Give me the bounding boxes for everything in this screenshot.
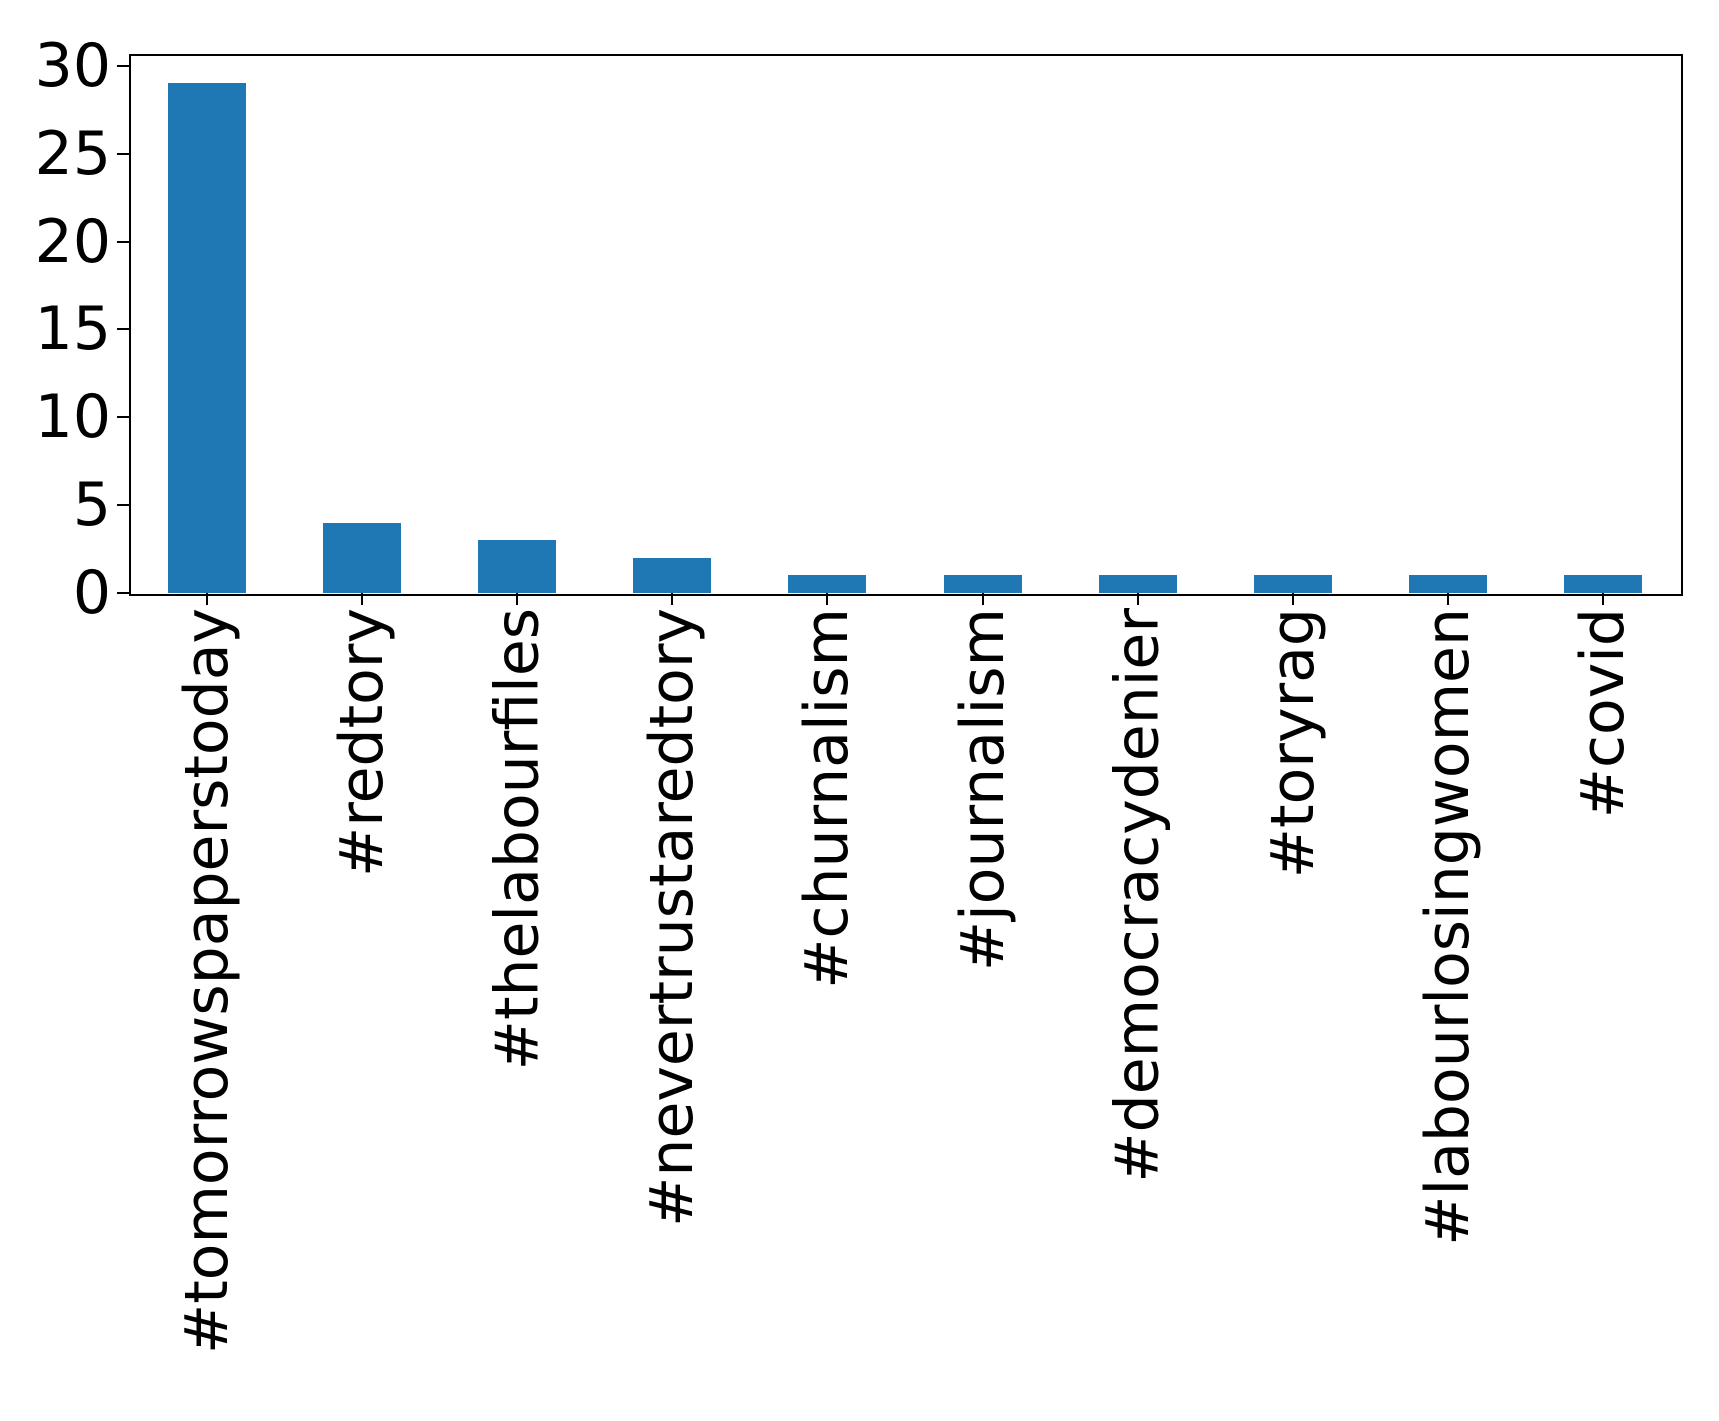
y-tick-label: 15 [34, 294, 111, 364]
x-tick-label: #redtory [327, 608, 397, 878]
y-tick-mark [117, 153, 129, 155]
x-tick-mark [361, 593, 363, 605]
x-tick-mark [1447, 593, 1449, 605]
bar [478, 540, 556, 593]
plot-area [129, 54, 1683, 596]
x-tick-mark [826, 593, 828, 605]
y-tick-mark [117, 416, 129, 418]
y-tick-label: 10 [34, 382, 111, 452]
bar [323, 523, 401, 593]
x-tick-label: #journalism [948, 608, 1018, 972]
bar [1409, 575, 1487, 593]
y-tick-mark [117, 241, 129, 243]
x-tick-label: #democracydenier [1103, 608, 1173, 1183]
x-tick-label: #toryrag [1258, 608, 1328, 879]
x-tick-mark [1137, 593, 1139, 605]
x-tick-label: #churnalism [792, 608, 862, 989]
y-tick-label: 25 [34, 119, 111, 189]
y-tick-mark [117, 328, 129, 330]
y-tick-label: 30 [34, 31, 111, 101]
x-tick-label: #covid [1568, 608, 1638, 819]
bar [1254, 575, 1332, 593]
bar [1564, 575, 1642, 593]
y-tick-label: 0 [72, 558, 111, 628]
x-tick-label: #thelabourfiles [482, 608, 552, 1071]
bar [944, 575, 1022, 593]
x-tick-mark [516, 593, 518, 605]
bar [1099, 575, 1177, 593]
y-tick-label: 5 [72, 470, 111, 540]
y-tick-mark [117, 504, 129, 506]
x-tick-mark [206, 593, 208, 605]
x-tick-label: #labourlosingwomen [1413, 608, 1483, 1246]
bar [168, 83, 246, 593]
x-tick-mark [982, 593, 984, 605]
y-tick-label: 20 [34, 207, 111, 277]
x-tick-mark [671, 593, 673, 605]
x-tick-mark [1602, 593, 1604, 605]
y-tick-mark [117, 592, 129, 594]
x-tick-label: #tomorrowspaperstoday [172, 608, 242, 1355]
y-tick-mark [117, 65, 129, 67]
x-tick-mark [1292, 593, 1294, 605]
x-tick-label: #nevertrustaredtory [637, 608, 707, 1227]
bar [633, 558, 711, 593]
bar [788, 575, 866, 593]
